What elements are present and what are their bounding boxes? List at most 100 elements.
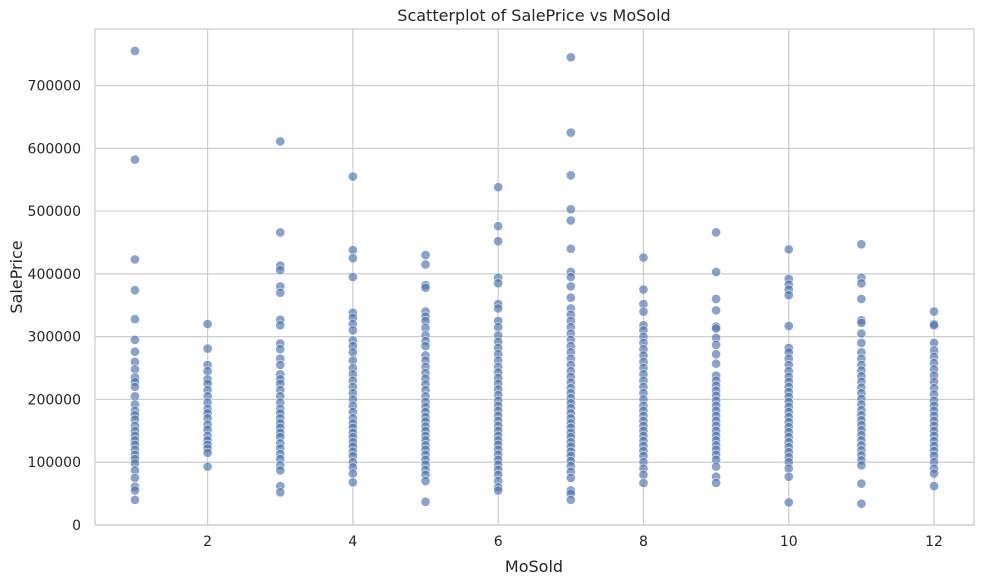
- data-point: [856, 478, 867, 489]
- data-point: [347, 171, 358, 182]
- data-point: [565, 473, 576, 483]
- plot-frame: [94, 28, 975, 526]
- x-axis-label: MoSold: [505, 557, 563, 576]
- grid-lines: [95, 29, 974, 526]
- x-tick-label: 8: [639, 534, 648, 550]
- data-point: [202, 461, 213, 472]
- data-point: [711, 305, 722, 316]
- data-point: [130, 154, 140, 165]
- data-point: [275, 227, 286, 238]
- y-axis-label: SalePrice: [7, 240, 26, 313]
- data-point: [347, 347, 358, 358]
- data-points: [130, 46, 939, 509]
- data-point: [275, 344, 286, 355]
- data-point: [202, 343, 213, 354]
- data-point: [711, 358, 722, 369]
- data-point: [130, 391, 140, 402]
- y-axis-ticks: 0 100000 200000 300000 400000 500000 600000 700…: [28, 79, 81, 534]
- data-point: [275, 136, 286, 147]
- data-point: [783, 244, 794, 255]
- data-point: [711, 461, 722, 472]
- y-tick-label: 600000: [28, 141, 81, 157]
- data-point: [420, 341, 431, 351]
- data-point: [856, 278, 867, 289]
- data-point: [856, 294, 867, 304]
- data-point: [711, 339, 722, 350]
- data-point: [347, 477, 358, 488]
- x-tick-label: 10: [780, 534, 798, 550]
- data-point: [929, 320, 939, 331]
- data-point: [711, 478, 722, 488]
- chart-title: Scatterplot of SalePrice vs MoSold: [397, 6, 670, 25]
- data-point: [275, 320, 286, 331]
- data-point: [565, 243, 576, 254]
- data-point: [711, 227, 722, 238]
- data-point: [856, 328, 867, 339]
- data-point: [565, 215, 576, 226]
- y-tick-label: 300000: [28, 330, 81, 346]
- data-point: [130, 485, 140, 496]
- data-point: [420, 496, 431, 507]
- data-point: [711, 349, 722, 360]
- data-point: [130, 381, 140, 392]
- y-tick-label: 500000: [28, 204, 81, 220]
- data-point: [130, 314, 140, 324]
- data-point: [420, 282, 431, 293]
- data-point: [275, 487, 286, 498]
- data-point: [347, 245, 358, 255]
- data-point: [130, 494, 140, 505]
- data-point: [929, 481, 939, 491]
- data-point: [565, 52, 576, 63]
- x-tick-label: 2: [203, 534, 212, 550]
- data-point: [929, 468, 939, 479]
- data-point: [711, 323, 722, 334]
- data-point: [130, 473, 140, 483]
- data-point: [856, 338, 867, 348]
- data-point: [638, 306, 649, 317]
- data-point: [565, 204, 576, 215]
- data-point: [275, 359, 286, 370]
- y-tick-label: 700000: [28, 79, 81, 95]
- data-point: [565, 292, 576, 303]
- data-point: [130, 254, 140, 265]
- data-point: [856, 460, 867, 471]
- data-point: [347, 325, 358, 336]
- data-point: [493, 485, 504, 496]
- x-tick-label: 12: [925, 534, 943, 550]
- y-tick-label: 400000: [28, 267, 81, 283]
- x-tick-label: 4: [348, 534, 357, 550]
- data-point: [275, 287, 286, 298]
- data-point: [638, 252, 649, 263]
- data-point: [638, 284, 649, 295]
- data-point: [347, 272, 358, 282]
- data-point: [783, 497, 794, 508]
- data-point: [202, 366, 213, 377]
- data-point: [420, 476, 431, 486]
- y-tick-label: 200000: [28, 392, 81, 408]
- data-point: [347, 468, 358, 479]
- data-point: [856, 317, 867, 328]
- data-point: [130, 364, 140, 375]
- data-point: [493, 303, 504, 314]
- data-point: [493, 221, 504, 232]
- data-point: [783, 321, 794, 331]
- data-point: [275, 465, 286, 476]
- data-point: [202, 447, 213, 458]
- data-point: [856, 498, 867, 509]
- y-tick-label: 100000: [28, 455, 81, 471]
- data-point: [202, 319, 213, 329]
- data-point: [783, 290, 794, 301]
- data-point: [565, 494, 576, 505]
- data-point: [493, 236, 504, 247]
- data-point: [565, 127, 576, 138]
- data-point: [783, 463, 794, 474]
- y-tick-label: 0: [72, 518, 81, 534]
- data-point: [638, 469, 649, 480]
- data-point: [493, 322, 504, 333]
- data-point: [783, 471, 794, 482]
- data-point: [130, 334, 140, 345]
- data-point: [493, 182, 504, 193]
- x-tick-label: 6: [494, 534, 503, 550]
